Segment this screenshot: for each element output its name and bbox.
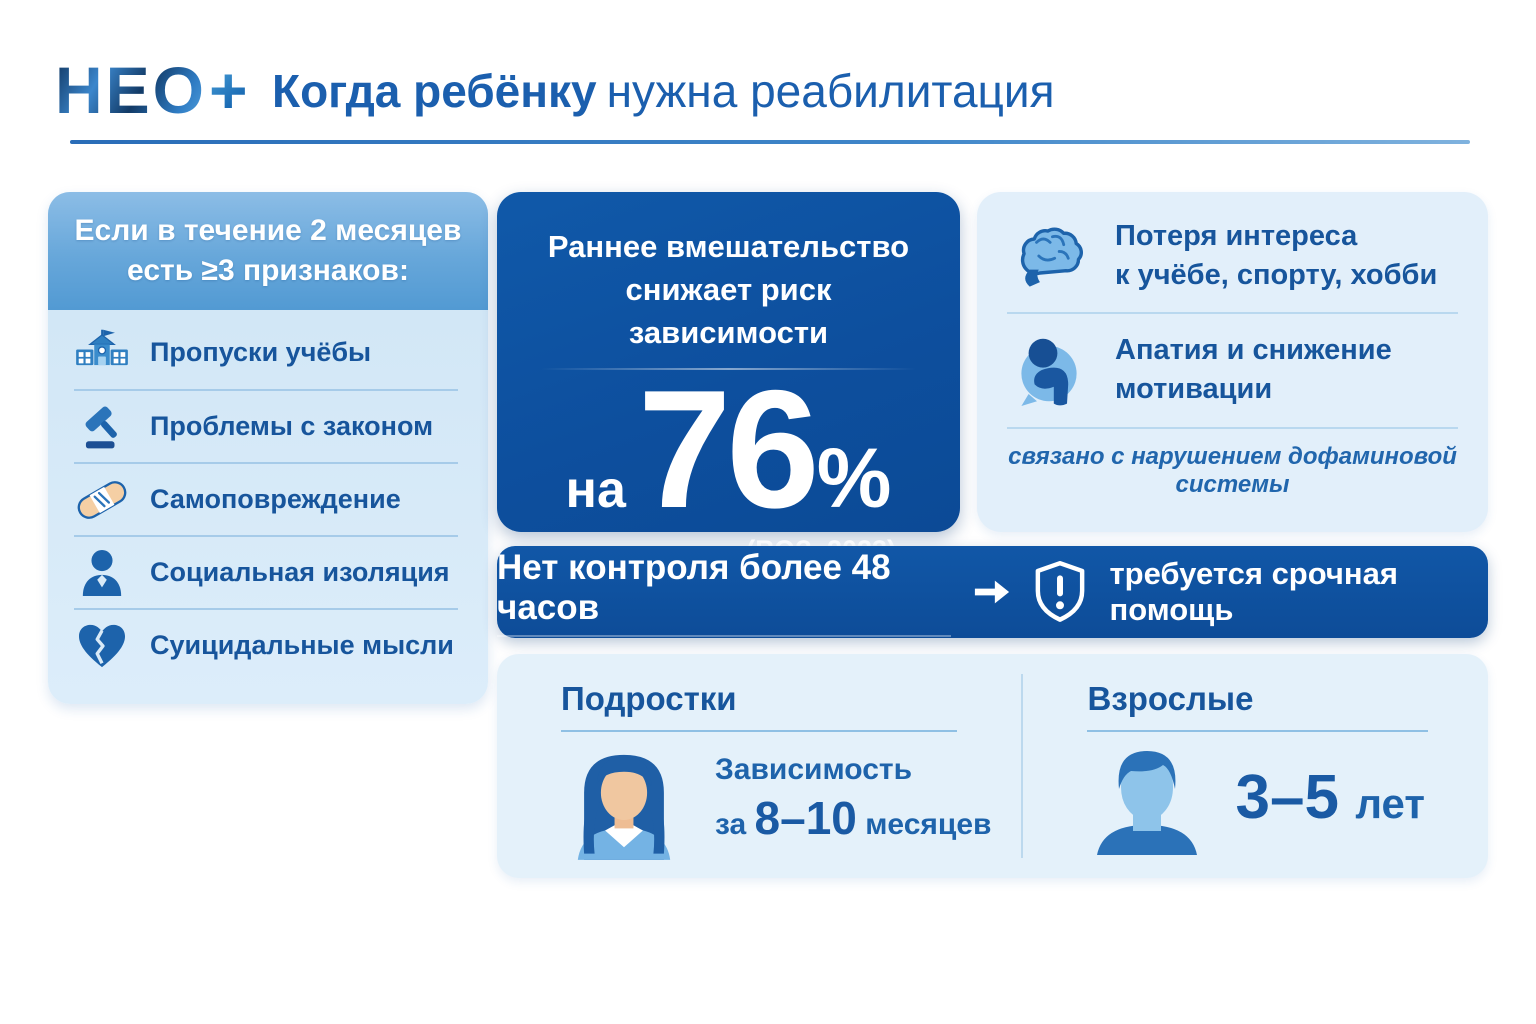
adults-content: 3–5 лет xyxy=(1087,738,1458,856)
page-title-rest: нужна реабилитация xyxy=(606,65,1055,117)
signs-panel-heading: Если в течение 2 месяцев есть ≥3 признак… xyxy=(48,192,488,310)
list-item: Суицидальные мысли xyxy=(74,608,458,681)
symptoms-footnote: связано с нарушением дофаминовой системы xyxy=(1007,426,1458,499)
school-icon xyxy=(74,328,130,378)
bandage-icon xyxy=(74,477,130,523)
list-item: Социальная изоляция xyxy=(74,535,458,608)
signs-heading-line2: есть ≥3 признаков: xyxy=(127,254,409,287)
adult-avatar xyxy=(1087,738,1207,856)
alert-condition: Нет контроля более 48 часов xyxy=(497,548,952,637)
teens-content: Зависимость за 8–10 месяцев xyxy=(561,738,991,860)
broken-heart-icon xyxy=(74,623,130,669)
sign-label-law: Проблемы с законом xyxy=(150,411,434,441)
adults-title: Взрослые xyxy=(1087,680,1254,717)
page-title: Когда ребёнку нужна реабилитация xyxy=(272,64,1054,118)
alert-action: требуется срочная помощь xyxy=(1109,556,1488,628)
symptom-apathy-line1: Апатия и снижение xyxy=(1115,334,1392,367)
alert-banner: Нет контроля более 48 часов требуется ср… xyxy=(497,546,1488,638)
page-title-bold: Когда ребёнку xyxy=(272,65,597,117)
stat-prefix: на xyxy=(565,461,626,520)
signs-heading-line1: Если в течение 2 месяцев xyxy=(74,214,462,248)
sign-label-truancy: Пропуски учёбы xyxy=(150,337,372,367)
list-item: Апатия и снижение мотивации xyxy=(1007,312,1458,426)
list-item: Потеря интереса к учёбе, спорту, хобби xyxy=(1007,200,1458,312)
sign-label-suicidal: Суицидальные мысли xyxy=(150,630,454,660)
stat-value: 76 xyxy=(637,355,820,544)
teens-text: Зависимость за 8–10 месяцев xyxy=(715,753,991,845)
signs-list: Пропуски учёбы Проблемы с законом xyxy=(48,310,488,681)
gavel-icon xyxy=(74,402,130,452)
apathy-icon xyxy=(1007,334,1091,407)
symptom-text-apathy: Апатия и снижение мотивации xyxy=(1115,331,1392,409)
symptom-text-interest: Потеря интереса к учёбе, спорту, хобби xyxy=(1115,217,1437,295)
logo-text: НЕО xyxy=(55,53,208,127)
teens-line2-suffix: месяцев xyxy=(865,808,992,841)
stat-unit: % xyxy=(816,431,892,526)
adults-duration-value: 3–5 xyxy=(1235,762,1339,832)
sign-label-selfharm: Самоповреждение xyxy=(150,484,401,514)
adults-title-underline xyxy=(1087,730,1429,732)
stat-heading: Раннее вмешательство снижает риск зависи… xyxy=(525,226,932,354)
brain-icon xyxy=(1007,222,1091,290)
adults-section: Взрослые 3–5 лет xyxy=(1023,654,1488,878)
neo-plus-logo: НЕО + xyxy=(55,52,251,128)
symptom-apathy-line2: мотивации xyxy=(1115,373,1273,406)
teens-line1: Зависимость xyxy=(715,753,913,786)
header-divider xyxy=(70,140,1470,144)
teen-avatar xyxy=(561,738,687,860)
sign-label-isolation: Социальная изоляция xyxy=(150,557,450,587)
shield-alert-icon xyxy=(1033,561,1087,623)
person-icon xyxy=(74,548,130,598)
teens-line2: за 8–10 месяцев xyxy=(715,791,991,845)
adults-duration-suffix: лет xyxy=(1355,779,1425,827)
stat-heading-line1: Раннее вмешательство xyxy=(547,229,910,264)
stat-value-row: на 76 % xyxy=(525,355,932,544)
signs-panel: Если в течение 2 месяцев есть ≥3 признак… xyxy=(48,192,488,704)
logo-plus-icon: + xyxy=(209,53,251,127)
symptom-interest-line2: к учёбе, спорту, хобби xyxy=(1115,259,1438,292)
stat-heading-line2: снижает риск зависимости xyxy=(625,271,832,350)
teens-title-underline xyxy=(561,730,958,732)
timeline-divider xyxy=(1021,674,1024,858)
symptoms-panel: Потеря интереса к учёбе, спорту, хобби А… xyxy=(977,192,1488,532)
teens-section: Подростки Зависимость за 8 xyxy=(497,654,1021,878)
teens-title: Подростки xyxy=(561,680,737,717)
teens-line2-prefix: за xyxy=(715,808,747,841)
symptom-interest-line1: Потеря интереса xyxy=(1115,220,1358,252)
alert-action-prefix: требуется xyxy=(1109,556,1263,591)
list-item: Пропуски учёбы xyxy=(74,316,458,389)
adults-text: 3–5 лет xyxy=(1235,762,1424,833)
stat-divider xyxy=(541,368,916,371)
list-item: Самоповреждение xyxy=(74,462,458,535)
teens-duration-value: 8–10 xyxy=(754,792,857,844)
alert-action-main: срочная помощь xyxy=(1109,556,1398,627)
timeline-panel: Подростки Зависимость за 8 xyxy=(497,654,1488,878)
arrow-right-icon xyxy=(973,578,1011,606)
stat-panel: Раннее вмешательство снижает риск зависи… xyxy=(497,192,960,565)
list-item: Проблемы с законом xyxy=(74,389,458,462)
